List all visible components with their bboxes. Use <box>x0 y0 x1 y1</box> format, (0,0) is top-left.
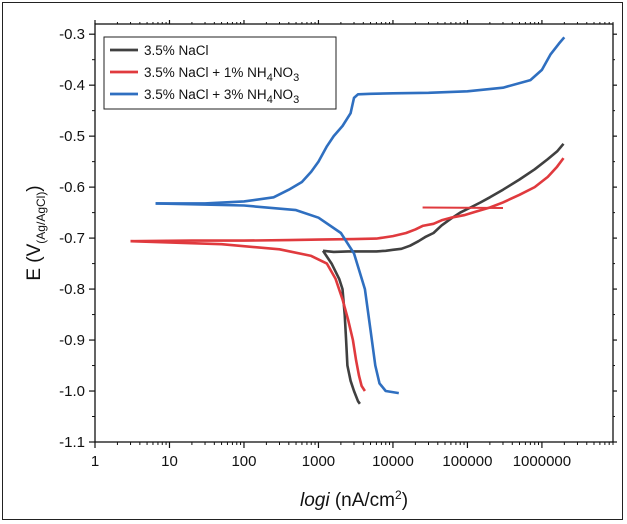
y-tick-label: -0.4 <box>59 77 85 94</box>
x-tick-label: 1000000 <box>513 453 571 470</box>
series-layer <box>130 36 566 405</box>
legend-label-mid: NO <box>273 65 293 80</box>
x-axis-title-sup: 2 <box>395 488 402 502</box>
x-tick-label: 100 <box>231 453 256 470</box>
series-3-cathodic-line <box>155 202 400 395</box>
legend-label-sub1: 4 <box>267 94 273 106</box>
legend-label: 3.5% NaCl + 3% NH4NO3 <box>144 87 299 106</box>
y-tick-label: -0.9 <box>59 332 85 349</box>
x-axis-title-units: (nA/cm <box>330 490 395 511</box>
legend-label-mid: NO <box>273 87 293 102</box>
x-tick-label: 100000 <box>442 453 492 470</box>
legend-box <box>103 36 337 110</box>
y-tick-label: -0.8 <box>59 281 85 298</box>
y-axis-title-main: E (V <box>24 243 45 280</box>
series-2 <box>130 157 565 392</box>
y-axis-title-sub: (Ag/AgCl) <box>34 192 48 244</box>
tick-layer: 1 10 100 1000 10000 100000 1000000 -1.1 -1.0 -0.9… <box>59 20 617 470</box>
legend-label-sub2: 3 <box>293 72 299 84</box>
series-2-cathodic-line <box>130 239 366 392</box>
series-3-anodic-line <box>155 36 566 205</box>
legend-label: 3.5% NaCl <box>144 43 209 58</box>
series-3 <box>155 36 566 395</box>
y-tick-label: -1.0 <box>59 383 85 400</box>
legend-label-sub1: 4 <box>267 72 273 84</box>
y-tick-label: -0.3 <box>59 26 85 43</box>
x-axis-title: logi (nA/cm2) <box>300 488 408 511</box>
x-axis-title-italic: logi <box>300 490 330 511</box>
legend-label-sub2: 3 <box>293 94 299 106</box>
legend-label: 3.5% NaCl + 1% NH4NO3 <box>144 65 299 84</box>
series-1-anodic-line <box>322 142 565 254</box>
legend-label-text: 3.5% NaCl + 3% NH <box>144 87 267 102</box>
series-1-cathodic-line <box>321 250 361 405</box>
figure-frame <box>2 2 623 520</box>
y-axis-title-close: ) <box>24 185 45 191</box>
y-tick-label: -0.5 <box>59 128 85 145</box>
series-1 <box>321 142 565 405</box>
y-axis-title: E (V(Ag/AgCl)) <box>24 185 48 280</box>
x-tick-label: 1000 <box>302 453 335 470</box>
series-2-step-line <box>422 206 504 209</box>
y-tick-label: -1.1 <box>59 434 85 451</box>
plot-area <box>94 23 614 443</box>
series-2-anodic-line <box>130 157 565 243</box>
y-tick-label: -0.7 <box>59 230 85 247</box>
x-tick-label: 10 <box>161 453 178 470</box>
x-axis-title-close: ) <box>402 490 408 511</box>
x-tick-label: 1 <box>91 453 99 470</box>
legend-label-text: 3.5% NaCl + 1% NH <box>144 65 267 80</box>
legend-label-text: 3.5% NaCl <box>144 43 209 58</box>
x-tick-label: 10000 <box>372 453 414 470</box>
y-tick-label: -0.6 <box>59 179 85 196</box>
